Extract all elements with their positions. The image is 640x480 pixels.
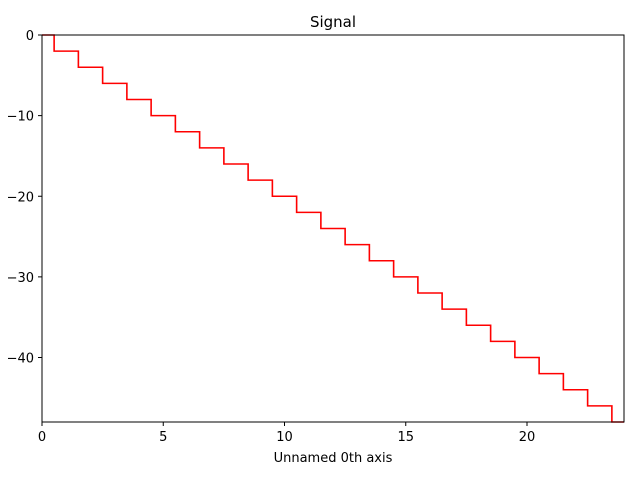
- x-tick-label: 10: [276, 430, 293, 445]
- y-tick-label: −10: [7, 110, 34, 125]
- x-tick-label: 20: [519, 430, 536, 445]
- y-tick-label: −20: [7, 190, 34, 205]
- x-axis-label: Unnamed 0th axis: [274, 451, 393, 466]
- series-line-0: [42, 34, 624, 423]
- y-tick-label: −30: [7, 271, 34, 286]
- y-tick-label: 0: [26, 29, 34, 44]
- y-axis: 0 −10 −20 −30 −40: [7, 29, 42, 367]
- chart-title: Signal: [310, 13, 356, 31]
- x-tick-label: 0: [38, 430, 46, 445]
- y-tick-label: −40: [7, 352, 34, 367]
- plot-frame: [41, 34, 625, 423]
- series-group: [42, 34, 624, 423]
- x-tick-label: 15: [397, 430, 414, 445]
- x-axis: 0 5 10 15 20: [38, 422, 535, 445]
- x-tick-label: 5: [159, 430, 167, 445]
